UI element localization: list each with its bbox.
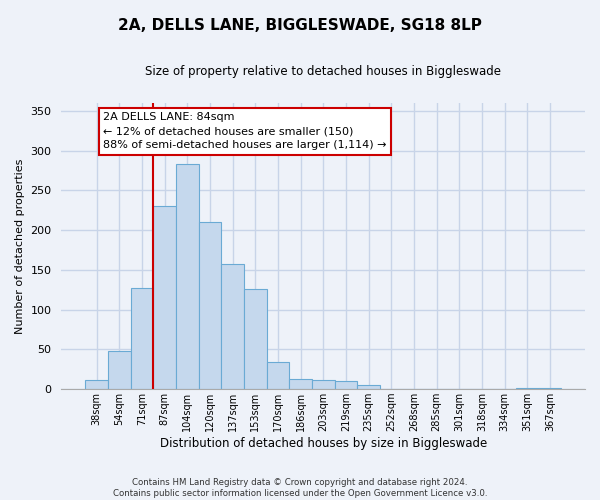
Bar	[85, 380, 108, 389]
Bar	[199, 222, 221, 389]
Bar	[539, 388, 561, 389]
Bar	[266, 362, 289, 389]
Text: 2A DELLS LANE: 84sqm
← 12% of detached houses are smaller (150)
88% of semi-deta: 2A DELLS LANE: 84sqm ← 12% of detached h…	[103, 112, 387, 150]
Bar	[153, 206, 176, 389]
Y-axis label: Number of detached properties: Number of detached properties	[15, 158, 25, 334]
Bar	[312, 380, 335, 389]
X-axis label: Distribution of detached houses by size in Biggleswade: Distribution of detached houses by size …	[160, 437, 487, 450]
Bar	[335, 381, 357, 389]
Bar	[357, 385, 380, 389]
Bar	[131, 288, 153, 389]
Text: Contains HM Land Registry data © Crown copyright and database right 2024.
Contai: Contains HM Land Registry data © Crown c…	[113, 478, 487, 498]
Bar	[516, 388, 539, 389]
Bar	[289, 379, 312, 389]
Bar	[176, 164, 199, 389]
Bar	[108, 351, 131, 389]
Bar	[221, 264, 244, 389]
Bar	[244, 289, 266, 389]
Title: Size of property relative to detached houses in Biggleswade: Size of property relative to detached ho…	[145, 65, 501, 78]
Text: 2A, DELLS LANE, BIGGLESWADE, SG18 8LP: 2A, DELLS LANE, BIGGLESWADE, SG18 8LP	[118, 18, 482, 32]
